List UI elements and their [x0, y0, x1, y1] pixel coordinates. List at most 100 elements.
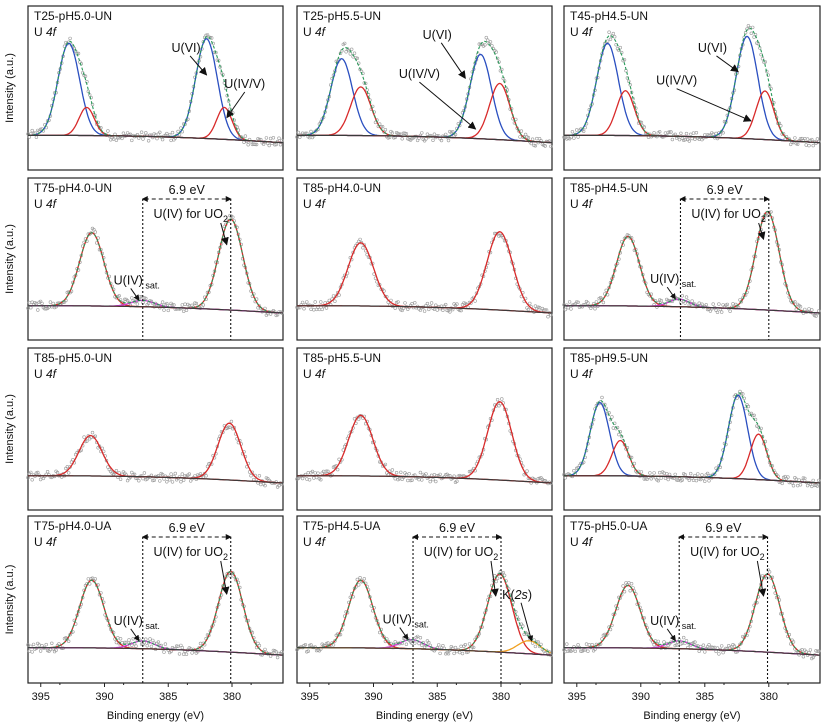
- data-point: [490, 44, 494, 48]
- data-point: [811, 143, 815, 148]
- x-tick-label: 380: [223, 691, 241, 703]
- data-point: [184, 652, 189, 656]
- data-point: [629, 581, 634, 586]
- data-point: [139, 130, 144, 134]
- arrow-u45: [419, 81, 477, 130]
- data-point: [811, 478, 815, 483]
- data-point: [180, 472, 185, 476]
- panel-frame: [296, 5, 553, 171]
- label-u45: U(IV/V): [399, 67, 440, 81]
- data-point: [306, 471, 310, 475]
- data-point: [705, 471, 710, 476]
- data-point: [358, 237, 362, 242]
- data-point: [698, 477, 703, 482]
- data-point: [118, 477, 123, 481]
- panel-10: T75-pH4.0-UA U 4f 6.9 eV U(IV) for UO2 U(IV)…: [4, 515, 284, 722]
- component-peak: [28, 422, 282, 484]
- data-point: [814, 314, 818, 318]
- data-point: [280, 650, 284, 654]
- data-point: [280, 138, 284, 143]
- data-point: [600, 395, 604, 400]
- label-sat: U(IV) sat.: [114, 614, 160, 631]
- data-point: [55, 470, 60, 475]
- data-point: [162, 308, 166, 312]
- x-tick-label: 390: [95, 691, 113, 703]
- data-point: [795, 483, 800, 488]
- panel-frame: [296, 515, 553, 684]
- data-point: [425, 301, 430, 306]
- data-point: [791, 640, 796, 644]
- data-point: [163, 642, 168, 646]
- y-axis-label: Intensity (a.u.): [4, 565, 16, 635]
- data-point: [38, 477, 43, 482]
- panel-frame: [27, 515, 284, 684]
- data-point: [815, 137, 820, 141]
- envelope-fit: [297, 40, 551, 144]
- label-u6: U(VI): [423, 28, 452, 42]
- data-point: [417, 477, 421, 482]
- envelope-fit: [28, 570, 282, 656]
- data-point: [44, 642, 48, 647]
- data-point: [160, 300, 165, 304]
- data-point: [766, 73, 770, 77]
- data-point: [767, 570, 772, 574]
- data-point: [29, 470, 33, 475]
- data-point: [51, 301, 55, 306]
- data-point: [719, 310, 724, 314]
- panel-11: T75-pH4.5-UA U 4f 6.9 eV U(IV) for UO2 U(IV)…: [295, 515, 553, 722]
- data-point: [31, 642, 36, 647]
- background-line: [28, 475, 284, 484]
- component-peak: [28, 570, 282, 656]
- data-point: [679, 131, 683, 136]
- data-point: [484, 35, 488, 40]
- data-point: [425, 132, 430, 136]
- x-tick-label: 390: [364, 691, 382, 703]
- data-point: [621, 584, 625, 588]
- label-sat: U(IV) sat.: [650, 614, 696, 631]
- data-point: [760, 56, 765, 61]
- panel-title: T85-pH5.5-UN: [303, 351, 381, 365]
- data-point: [175, 644, 179, 648]
- panel-frame: [27, 347, 284, 511]
- data-point: [232, 118, 236, 122]
- data-point: [543, 144, 547, 148]
- data-point: [410, 478, 414, 482]
- data-point: [815, 649, 820, 653]
- data-point: [319, 300, 323, 304]
- data-point: [252, 477, 256, 482]
- data-point: [333, 299, 337, 303]
- data-point: [572, 136, 576, 140]
- data-point: [390, 468, 395, 472]
- data-points: [295, 35, 553, 149]
- panel-3: T45-pH4.5-UN U 4f U(VI) U(IV/V): [562, 5, 821, 171]
- data-point: [441, 643, 445, 648]
- data-point: [358, 575, 362, 580]
- data-point: [180, 645, 185, 650]
- data-point: [123, 640, 127, 645]
- data-point: [139, 642, 144, 646]
- data-point: [687, 139, 691, 143]
- data-point: [445, 308, 449, 313]
- panel-title: T75-pH4.5-UA: [303, 519, 380, 533]
- data-point: [463, 642, 467, 647]
- data-point: [749, 31, 753, 35]
- data-point: [539, 642, 543, 647]
- data-point: [320, 307, 324, 312]
- data-point: [362, 81, 366, 85]
- data-point: [451, 130, 455, 134]
- data-point: [590, 642, 594, 647]
- data-point: [683, 301, 687, 305]
- data-point: [82, 435, 86, 439]
- background-line: [28, 647, 284, 656]
- data-point: [151, 638, 155, 643]
- panel-1: T25-pH5.0-UN U 4f U(VI) U(IV/V) Intensity (a…: [4, 5, 284, 171]
- data-point: [114, 138, 119, 142]
- data-point: [574, 128, 579, 132]
- panel-12: T75-pH5.0-UA U 4f 6.9 eV U(IV) for UO2 U(IV)…: [562, 515, 821, 722]
- data-point: [611, 31, 615, 36]
- data-point: [798, 305, 803, 309]
- data-point: [319, 478, 323, 482]
- data-point: [752, 35, 756, 39]
- data-point: [90, 430, 95, 435]
- background-line: [564, 647, 821, 656]
